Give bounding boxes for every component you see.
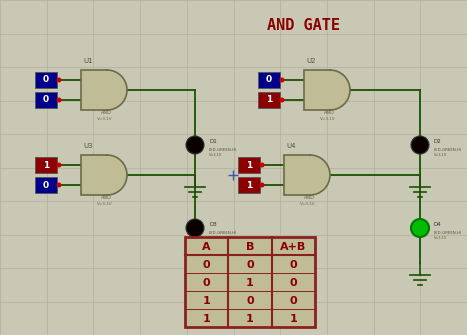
Text: AND GATE: AND GATE (267, 18, 340, 33)
Bar (329, 71, 331, 109)
Text: 0: 0 (43, 95, 49, 105)
Text: V=3.1V: V=3.1V (209, 153, 222, 157)
Circle shape (186, 219, 204, 237)
Text: V=3.1V: V=3.1V (434, 153, 447, 157)
Bar (238, 157, 260, 173)
Bar (258, 92, 280, 108)
Circle shape (260, 162, 264, 168)
Circle shape (411, 136, 429, 154)
Text: D1: D1 (209, 139, 217, 144)
Text: 0: 0 (290, 260, 297, 270)
Text: U4: U4 (286, 143, 296, 149)
Text: 0: 0 (246, 296, 254, 306)
Text: 1: 1 (246, 160, 252, 170)
Text: V=3.1V: V=3.1V (97, 202, 113, 206)
Text: U2: U2 (306, 58, 316, 64)
Text: LED-GREEN-HI: LED-GREEN-HI (434, 148, 462, 152)
Text: U3: U3 (83, 143, 92, 149)
Text: 0: 0 (203, 260, 211, 270)
Text: LED-GREEN-HI: LED-GREEN-HI (209, 231, 237, 235)
Circle shape (280, 97, 284, 103)
Bar (81, 70, 107, 110)
Circle shape (57, 77, 62, 82)
Bar (309, 156, 311, 194)
Text: 0: 0 (246, 260, 254, 270)
Text: LED-GREEN-HI: LED-GREEN-HI (209, 148, 237, 152)
Bar (304, 70, 330, 110)
Wedge shape (107, 70, 127, 110)
Text: 1: 1 (246, 314, 254, 324)
Text: 0: 0 (203, 278, 211, 288)
Text: A+B: A+B (280, 242, 306, 252)
Circle shape (280, 77, 284, 82)
Text: AND: AND (324, 110, 335, 115)
Text: V=3.1V: V=3.1V (209, 236, 222, 240)
Bar (258, 72, 280, 88)
Wedge shape (310, 155, 330, 195)
Text: 1: 1 (43, 160, 49, 170)
Text: 0: 0 (43, 181, 49, 190)
Text: V=3.1V: V=3.1V (434, 236, 447, 240)
Wedge shape (330, 70, 350, 110)
Text: D4: D4 (434, 222, 442, 227)
Text: 0: 0 (290, 296, 297, 306)
Text: LED-GREEN-HI: LED-GREEN-HI (434, 231, 462, 235)
Circle shape (186, 136, 204, 154)
Text: D3: D3 (209, 222, 217, 227)
Bar (35, 157, 57, 173)
Text: 1: 1 (266, 95, 272, 105)
Text: 1: 1 (203, 314, 211, 324)
Circle shape (57, 162, 62, 168)
Circle shape (411, 219, 429, 237)
Text: 1: 1 (246, 181, 252, 190)
Text: 0: 0 (290, 278, 297, 288)
Bar (35, 92, 57, 108)
Text: 1: 1 (246, 278, 254, 288)
Bar (106, 71, 108, 109)
Bar (81, 155, 107, 195)
Text: V=3.1V: V=3.1V (320, 117, 336, 121)
Circle shape (260, 183, 264, 188)
Wedge shape (107, 155, 127, 195)
Bar (185, 237, 315, 327)
Text: 0: 0 (43, 75, 49, 84)
Text: 1: 1 (203, 296, 211, 306)
Bar (35, 72, 57, 88)
Text: A: A (202, 242, 211, 252)
Text: AND: AND (101, 110, 112, 115)
Text: 1: 1 (290, 314, 297, 324)
Text: V=3.1V: V=3.1V (97, 117, 113, 121)
Bar (238, 177, 260, 193)
Circle shape (57, 183, 62, 188)
Text: D2: D2 (434, 139, 442, 144)
Text: AND: AND (304, 195, 315, 200)
Text: B: B (246, 242, 254, 252)
Text: V=3.1V: V=3.1V (300, 202, 316, 206)
Text: U1: U1 (83, 58, 92, 64)
Bar (284, 155, 310, 195)
Bar (106, 156, 108, 194)
Text: 0: 0 (266, 75, 272, 84)
Bar (35, 177, 57, 193)
Text: AND: AND (101, 195, 112, 200)
Circle shape (57, 97, 62, 103)
